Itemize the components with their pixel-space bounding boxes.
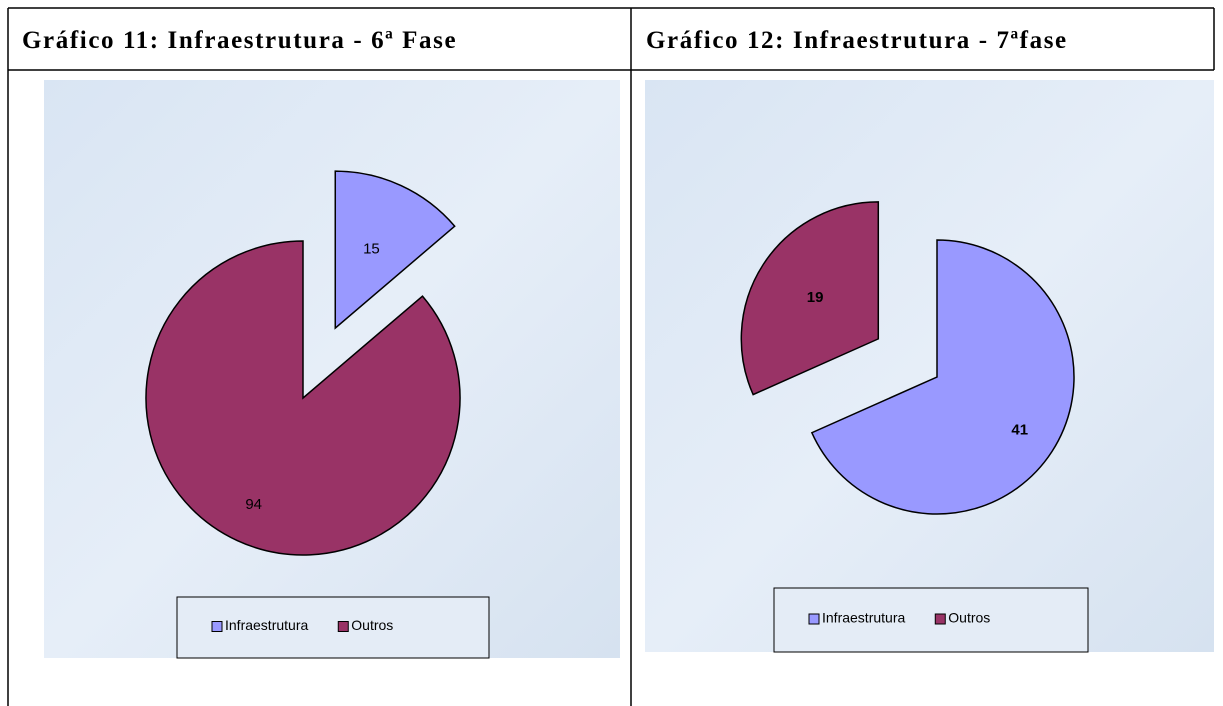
legend-label: Outros: [351, 617, 393, 633]
legend-swatch: [808, 613, 820, 625]
legend-swatch: [211, 621, 223, 632]
pie-slice: [334, 170, 456, 330]
table-borders: [7, 7, 1215, 706]
legend-label: Outros: [948, 610, 990, 626]
data-label: 94: [245, 496, 262, 513]
data-label: 41: [1011, 422, 1028, 439]
legend-label: Infraestrutura: [822, 610, 905, 626]
pie-slice: [145, 240, 461, 556]
pie-slice: [740, 201, 880, 396]
legend-swatch: [337, 621, 349, 632]
chart-background: [44, 80, 620, 658]
chart-title: Gráfico 12: Infraestrutura - 7ªfase: [646, 27, 1068, 54]
data-label: 15: [363, 241, 380, 258]
chart-title: Gráfico 11: Infraestrutura - 6ª Fase: [22, 27, 457, 54]
legend-label: Infraestrutura: [225, 617, 308, 633]
chart-background: [645, 80, 1214, 652]
legend-swatch: [934, 613, 946, 625]
legend-box: [773, 587, 1089, 653]
data-label: 19: [807, 289, 824, 306]
pie-slice: [810, 239, 1075, 515]
legend-box: [176, 596, 490, 659]
